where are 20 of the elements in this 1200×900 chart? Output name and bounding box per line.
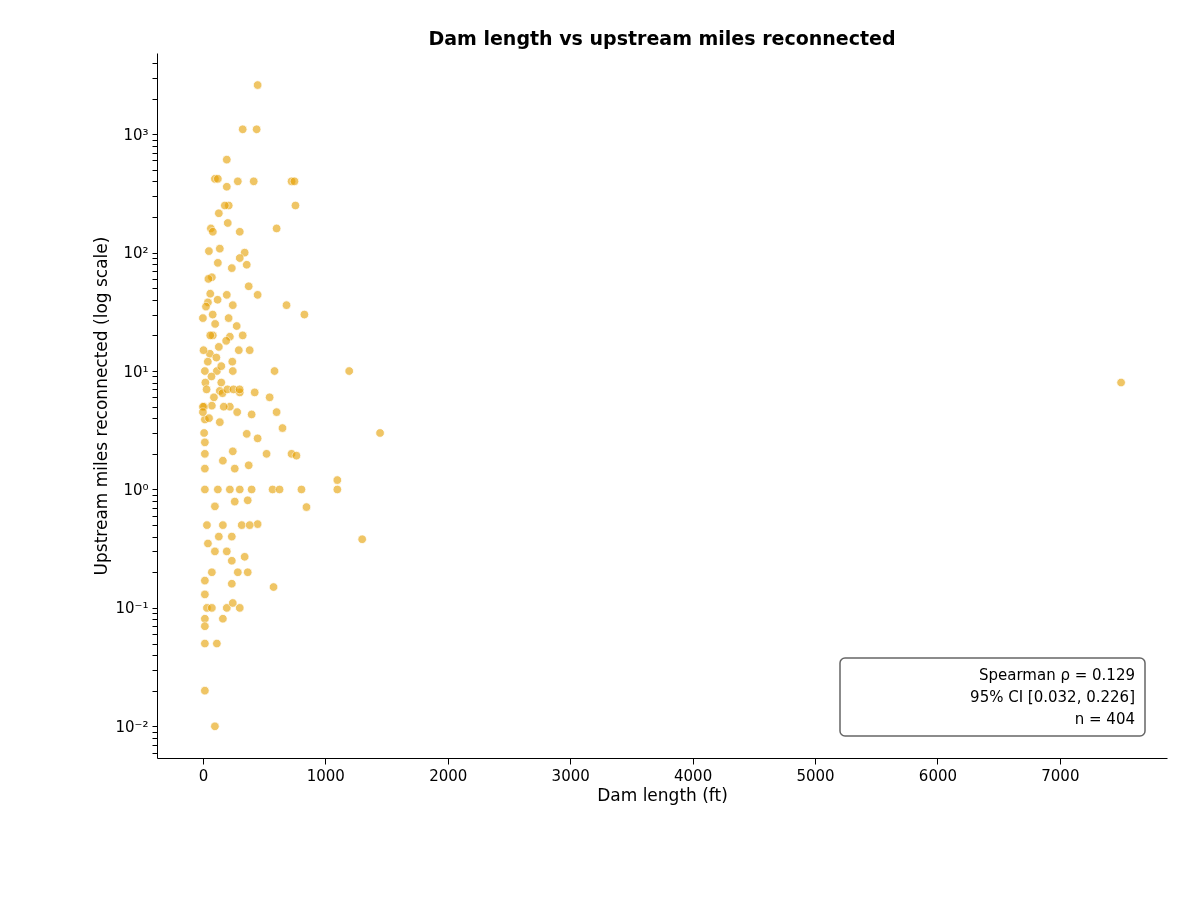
y-tick-label: 10⁻¹ [115,599,149,618]
x-tick-label: 7000 [1041,766,1080,785]
x-tick-label: 2000 [429,766,468,785]
y-tick-label: 10³ [123,125,149,144]
x-tick-label: 6000 [918,766,958,785]
y-axis-title: Upstream miles reconnected (log scale) [91,236,112,576]
y-tick-label: 10⁻² [115,717,149,736]
y-tick-label: 10⁰ [123,480,149,499]
x-tick-label: 3000 [551,766,590,785]
chart-title: Dam length vs upstream miles reconnected [428,27,896,49]
x-tick-label: 0 [198,766,209,785]
y-tick-label: 10² [123,244,149,263]
x-tick-label: 4000 [674,766,713,785]
annotation: n = 404 [1074,710,1135,728]
annotation: 95% CI [0.032, 0.226] [970,688,1135,706]
annotation: Spearman ρ = 0.129 [978,666,1135,684]
x-tick-label: 5000 [796,766,835,785]
y-tick-label: 10¹ [123,362,149,381]
x-tick-label: 1000 [306,766,345,785]
x-axis-title: Dam length (ft) [597,784,728,805]
